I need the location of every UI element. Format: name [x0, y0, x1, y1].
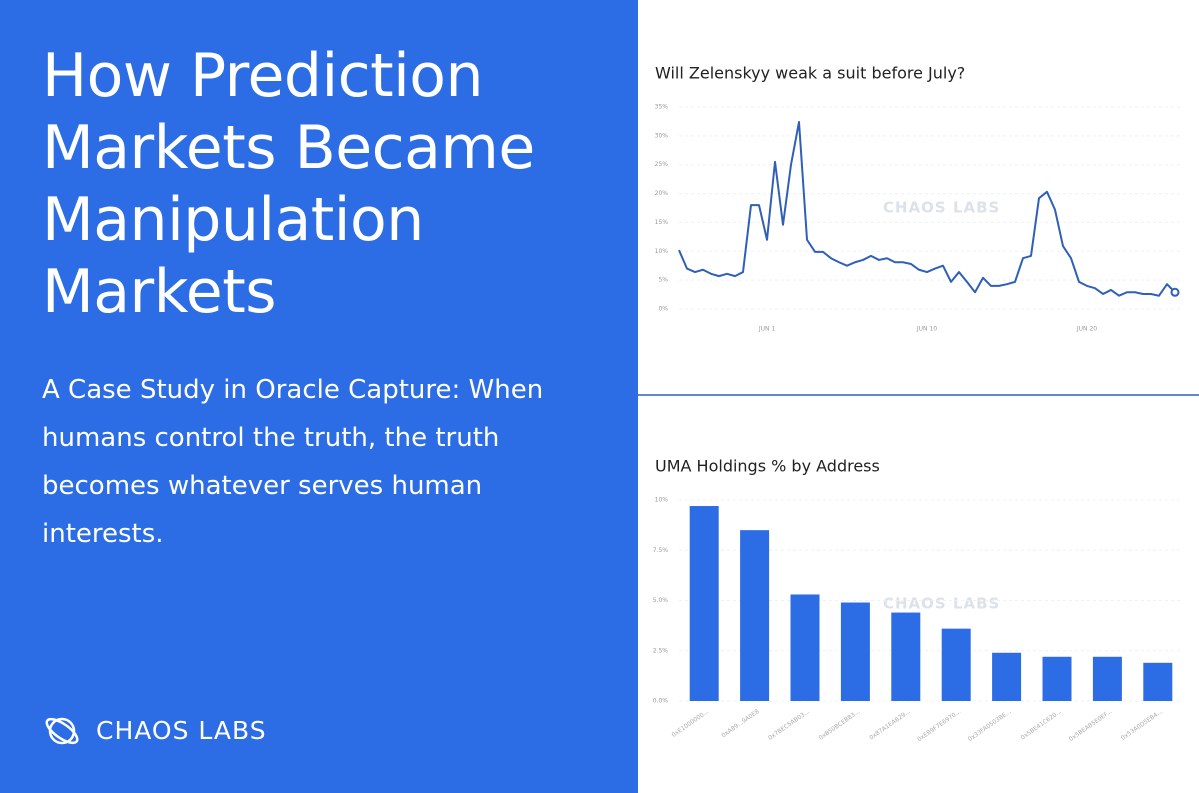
chart-title: Will Zelenskyy weak a suit before July?: [655, 64, 965, 83]
x-tick-label: 0x33FA0503BE...: [967, 708, 1013, 743]
y-tick-label: 35%: [655, 104, 669, 111]
x-tick-label: 0xEB9F7E6970...: [916, 708, 962, 743]
end-dot: [1170, 287, 1180, 297]
y-tick-label: 0.0%: [653, 698, 669, 705]
bar: [1143, 662, 1173, 701]
x-tick-label: JUN 10: [916, 326, 937, 333]
y-tick-label: 15%: [655, 219, 669, 226]
bar: [740, 530, 770, 701]
x-tick-label: JUN 20: [1076, 326, 1097, 333]
left-panel: How Prediction Markets Became Manipulati…: [0, 0, 638, 793]
logo: [45, 717, 79, 745]
y-tick-label: 7.5%: [653, 547, 669, 554]
brand: CHAOS LABS: [96, 716, 267, 745]
page-subtitle: A Case Study in Oracle Capture: When hum…: [42, 375, 544, 549]
x-tick-label: 0x7BEC5AB03...: [767, 708, 811, 742]
x-tick-label: JUN 1: [758, 326, 776, 333]
bar: [891, 612, 921, 701]
bar: [689, 506, 719, 701]
bar: [941, 628, 971, 701]
x-tick-label: 0xE1000000...: [670, 708, 710, 739]
x-tick-label: 0x87A1EAB29...: [868, 708, 912, 741]
y-tick-label: 10%: [655, 497, 669, 504]
chart-title: UMA Holdings % by Address: [655, 457, 880, 476]
page-title: How Prediction Markets Became Manipulati…: [42, 41, 535, 327]
bar: [1042, 656, 1072, 701]
bar: [790, 594, 820, 701]
line: [678, 121, 1176, 297]
y-tick-label: 30%: [655, 132, 669, 139]
charts: Will Zelenskyy weak a suit before July? C…: [638, 64, 1199, 743]
y-tick-label: 25%: [655, 161, 669, 168]
x-tick-label: 0x53A0D5EB4...: [1120, 708, 1164, 742]
bar: [1092, 656, 1122, 701]
bar: [840, 602, 870, 701]
x-tick-label: 0x5BEAB5E0EF...: [1068, 708, 1114, 743]
x-tick-label: 0xB50BCEB83...: [818, 708, 862, 742]
y-tick-label: 10%: [655, 248, 669, 255]
watermark: CHAOS LABS: [883, 595, 1000, 613]
x-tick-label: 0x5BE41C620...: [1020, 708, 1063, 741]
watermark: CHAOS LABS: [883, 199, 1000, 217]
x-tick-label: 0xA89...9A0E8: [720, 708, 760, 739]
y-tick-label: 2.5%: [653, 647, 669, 654]
y-tick-label: 0%: [658, 306, 668, 313]
y-tick-label: 5%: [658, 277, 668, 284]
y-tick-label: 5.0%: [653, 597, 669, 604]
bar: [992, 652, 1022, 701]
y-tick-label: 20%: [655, 190, 669, 197]
